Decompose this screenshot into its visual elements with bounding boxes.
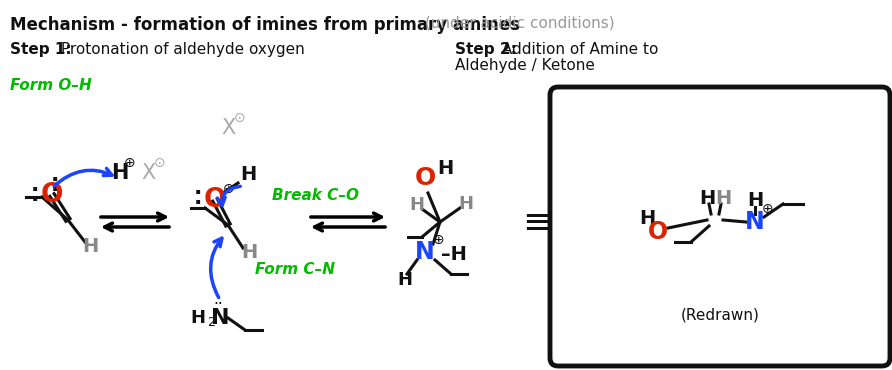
Text: Form O–H: Form O–H (10, 78, 92, 93)
Text: (under acidic conditions): (under acidic conditions) (420, 16, 615, 31)
Text: ·: · (194, 183, 202, 203)
Text: H: H (82, 236, 98, 256)
Text: Aldehyde / Ketone: Aldehyde / Ketone (455, 58, 595, 73)
Text: 2: 2 (207, 316, 215, 330)
Text: H: H (190, 309, 205, 327)
Text: ≡: ≡ (522, 205, 552, 239)
Text: H: H (639, 209, 655, 228)
Text: H: H (398, 271, 412, 289)
Text: ·: · (31, 180, 39, 200)
FancyBboxPatch shape (550, 87, 890, 366)
Text: H: H (458, 195, 474, 213)
Text: H: H (747, 191, 764, 209)
Text: ⊕: ⊕ (762, 202, 774, 216)
Text: H: H (698, 188, 715, 208)
Text: Step 2:: Step 2: (455, 42, 516, 57)
Text: O: O (648, 220, 668, 244)
Text: H: H (437, 158, 453, 178)
Text: H: H (714, 188, 731, 208)
Text: O: O (41, 182, 63, 208)
Text: (Redrawn): (Redrawn) (681, 307, 759, 323)
Text: ⊙: ⊙ (154, 156, 166, 170)
Text: H: H (112, 163, 128, 183)
Text: ⊕: ⊕ (124, 156, 136, 170)
Text: Break C–O: Break C–O (272, 188, 359, 202)
Text: Protonation of aldehyde oxygen: Protonation of aldehyde oxygen (56, 42, 305, 57)
Text: ⊙: ⊙ (235, 111, 246, 125)
Text: O: O (415, 166, 435, 190)
Text: ⊕: ⊕ (434, 233, 445, 247)
Text: H: H (240, 165, 256, 184)
Text: H: H (409, 196, 425, 214)
Text: ⊕: ⊕ (223, 182, 235, 196)
Text: X: X (221, 118, 235, 138)
Text: ·: · (51, 180, 59, 200)
Text: X: X (141, 163, 155, 183)
Text: O: O (203, 187, 227, 213)
Text: –H: –H (441, 245, 467, 263)
Text: ··: ·· (213, 297, 223, 313)
Text: ·: · (51, 170, 59, 190)
Text: Step 1:: Step 1: (10, 42, 71, 57)
Text: ·: · (194, 193, 202, 213)
Text: N: N (415, 240, 435, 264)
Text: N: N (211, 308, 229, 328)
Text: H: H (241, 242, 257, 262)
Text: N: N (745, 210, 764, 234)
Text: ·: · (31, 190, 39, 210)
Text: Addition of Amine to: Addition of Amine to (497, 42, 658, 57)
Text: Form C–N: Form C–N (255, 262, 335, 278)
Text: Mechanism - formation of imines from primary amines: Mechanism - formation of imines from pri… (10, 16, 520, 34)
